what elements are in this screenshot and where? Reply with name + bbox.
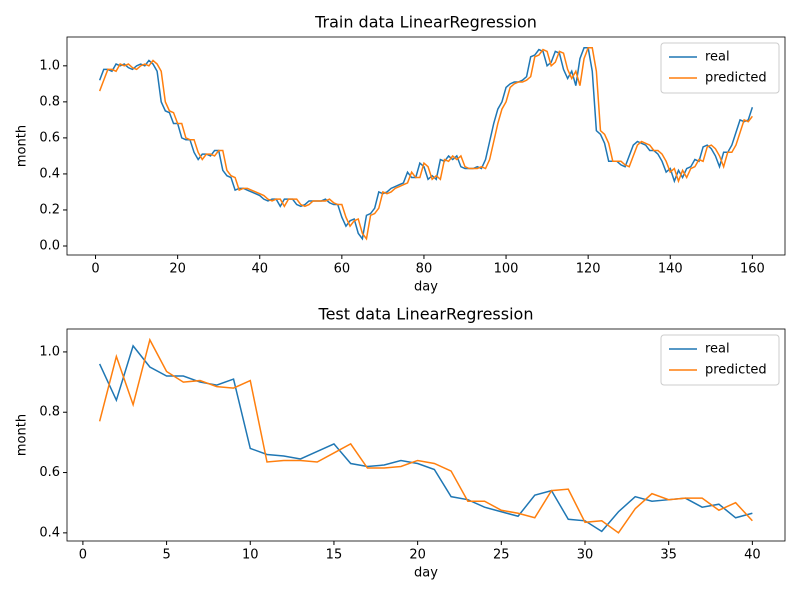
x-tick-label: 0 — [79, 548, 87, 563]
x-tick-label: 120 — [576, 262, 601, 277]
x-tick-label: 80 — [416, 262, 433, 277]
y-tick-label: 1.0 — [39, 344, 60, 359]
y-axis-label: month — [15, 414, 30, 456]
y-tick-label: 0.0 — [39, 238, 60, 253]
chart-title: Test data LinearRegression — [318, 305, 534, 324]
x-tick-label: 160 — [740, 262, 765, 277]
legend-label: real — [705, 342, 730, 357]
legend-box — [660, 42, 780, 94]
x-axis-label: day — [414, 566, 438, 581]
axes: 0 5 10 15 20 25 30 35 40 0.4 0.6 0.8 1.0 Test data Li… — [15, 305, 786, 581]
x-tick-label: 140 — [658, 262, 683, 277]
x-tick-label: 20 — [409, 548, 426, 563]
x-tick-label: 10 — [242, 548, 259, 563]
y-tick-label: 0.6 — [39, 130, 60, 145]
axes-frame — [66, 328, 786, 542]
y-tick-label: 1.0 — [39, 58, 60, 73]
x-tick-label: 20 — [169, 262, 186, 277]
x-tick-label: 0 — [91, 262, 99, 277]
data-line — [98, 47, 754, 241]
y-tick-label: 0.4 — [39, 166, 60, 181]
x-tick-label: 100 — [494, 262, 519, 277]
legend-label: real — [705, 50, 730, 65]
x-tick-label: 5 — [162, 548, 170, 563]
y-tick-label: 0.8 — [39, 405, 60, 420]
legend: real predicted — [660, 42, 780, 94]
y-tick-label: 0.8 — [39, 94, 60, 109]
y-axis-label: month — [15, 125, 30, 167]
x-axis-label: day — [414, 280, 438, 295]
x-tick-label: 25 — [493, 548, 510, 563]
y-tick-label: 0.2 — [39, 202, 60, 217]
data-line — [98, 47, 753, 241]
chart-title: Train data LinearRegression — [314, 13, 537, 32]
x-tick-label: 40 — [251, 262, 268, 277]
x-tick-label: 40 — [744, 548, 761, 563]
axes: 0 20 40 60 80 100 120 140 160 0.0 0.2 0.4 0.6 0.8 1.0 T… — [15, 13, 786, 295]
legend-label: predicted — [705, 71, 767, 86]
legend-box — [660, 334, 780, 386]
x-tick-label: 15 — [326, 548, 343, 563]
data-line — [98, 337, 753, 534]
x-tick-label: 35 — [660, 548, 677, 563]
x-tick-label: 60 — [334, 262, 351, 277]
y-tick-label: 0.6 — [39, 465, 60, 480]
y-tick-label: 0.4 — [39, 525, 60, 540]
x-tick-label: 30 — [577, 548, 594, 563]
legend: real predicted — [660, 334, 780, 386]
legend-label: predicted — [705, 363, 767, 378]
axes-frame — [66, 36, 786, 256]
